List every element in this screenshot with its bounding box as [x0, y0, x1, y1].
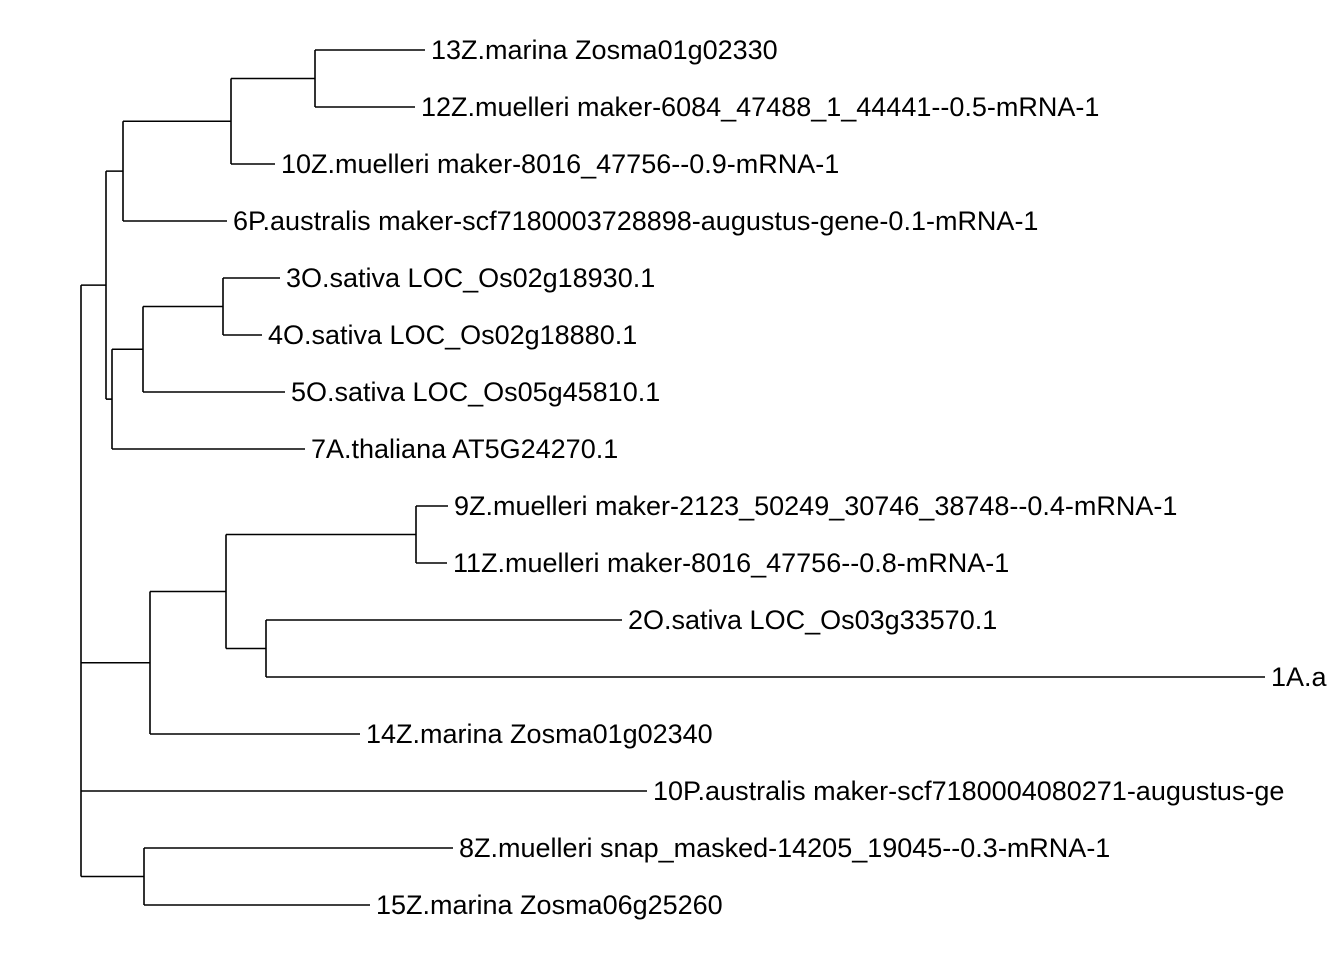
label-layer: 13Z.marina Zosma01g02330 12Z.muelleri ma…: [233, 35, 1328, 920]
tip-label-1: 1A.a: [1271, 662, 1328, 692]
tip-label-10-z-muelleri: 10Z.muelleri maker-8016_47756--0.9-mRNA-…: [281, 149, 839, 179]
tip-label-12: 12Z.muelleri maker-6084_47488_1_44441--0…: [421, 92, 1099, 122]
tip-label-5: 5O.sativa LOC_Os05g45810.1: [291, 377, 660, 407]
tip-label-13: 13Z.marina Zosma01g02330: [431, 35, 778, 65]
tip-label-10-p-australis: 10P.australis maker-scf7180004080271-aug…: [653, 776, 1284, 806]
tip-label-6: 6P.australis maker-scf7180003728898-augu…: [233, 206, 1038, 236]
tip-label-7: 7A.thaliana AT5G24270.1: [311, 434, 618, 464]
tip-label-14: 14Z.marina Zosma01g02340: [366, 719, 713, 749]
tip-label-3: 3O.sativa LOC_Os02g18930.1: [286, 263, 655, 293]
tip-label-15: 15Z.marina Zosma06g25260: [376, 890, 723, 920]
tip-label-4: 4O.sativa LOC_Os02g18880.1: [268, 320, 637, 350]
branch-layer: [80, 49, 1265, 906]
tip-label-2: 2O.sativa LOC_Os03g33570.1: [628, 605, 997, 635]
tip-label-8: 8Z.muelleri snap_masked-14205_19045--0.3…: [459, 833, 1110, 863]
tip-label-9: 9Z.muelleri maker-2123_50249_30746_38748…: [454, 491, 1177, 521]
tip-label-11: 11Z.muelleri maker-8016_47756--0.8-mRNA-…: [453, 548, 1009, 578]
